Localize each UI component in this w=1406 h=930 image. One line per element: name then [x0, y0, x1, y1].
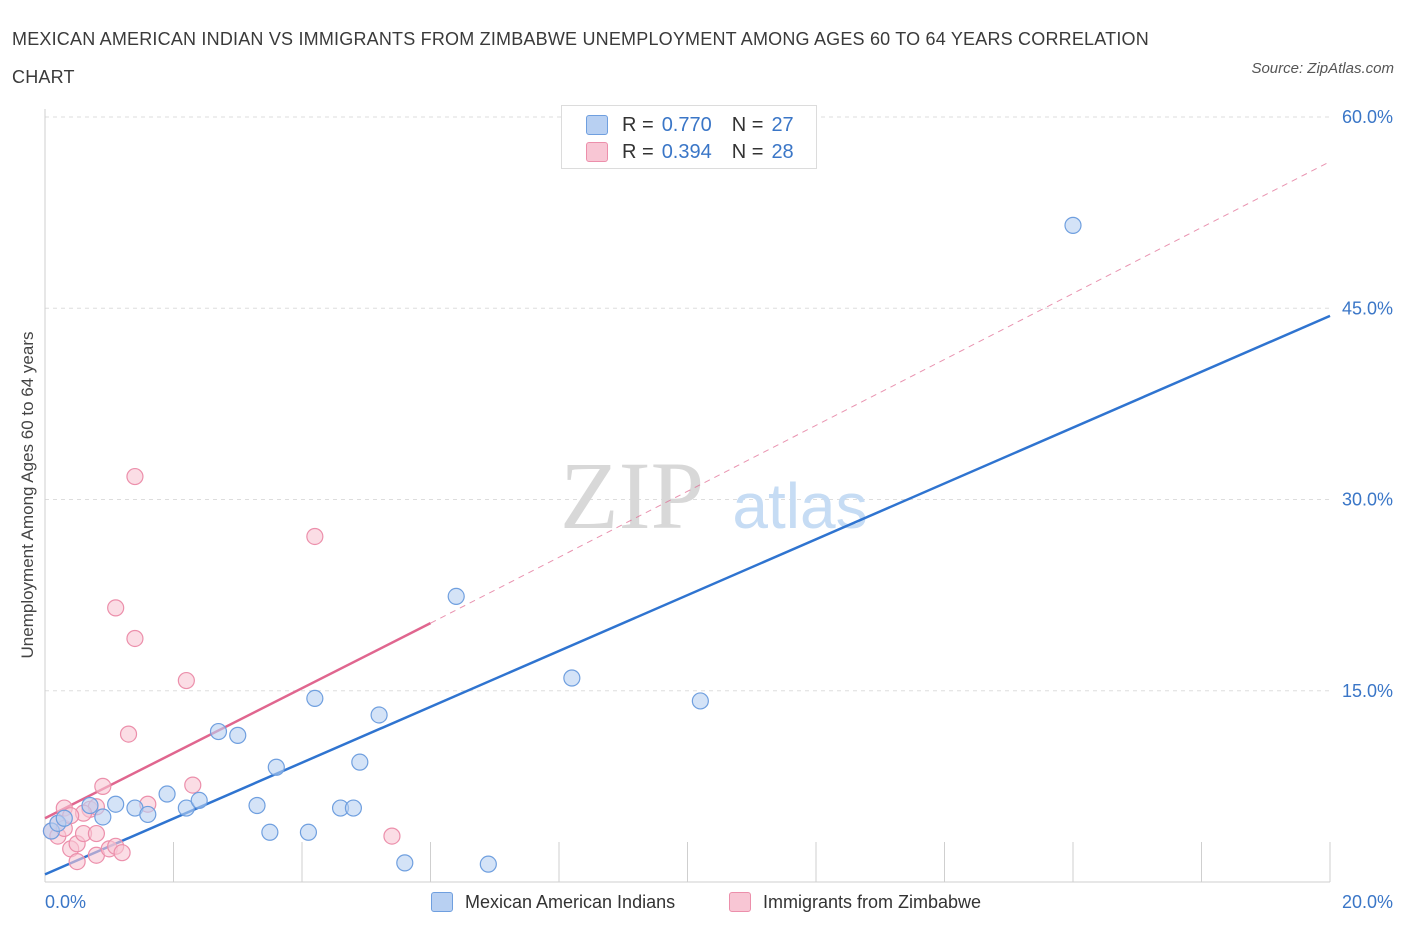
data-point-mexican-american-indian: [563, 669, 581, 687]
legend-item-mexican-american-indians: Mexican American Indians: [431, 890, 675, 914]
pink-swatch: [729, 892, 751, 912]
data-point-mexican-american-indian: [691, 692, 709, 710]
n-value: 27: [771, 113, 794, 136]
data-point-mexican-american-indian: [248, 796, 266, 815]
data-point-mexican-american-indian: [299, 823, 318, 841]
y-tick-label: 30.0%: [1342, 490, 1393, 510]
y-tick-label: 60.0%: [1342, 107, 1393, 127]
data-point-mexican-american-indian: [55, 809, 73, 827]
tick-labels: 15.0% 30.0% 45.0% 60.0% 0.0% 20.0%: [45, 107, 1393, 912]
data-point-mexican-american-indian: [479, 855, 497, 873]
legend-item-immigrants-from-zimbabwe: Immigrants from Zimbabwe: [729, 890, 981, 914]
trend-line-mexican-american-indians: [44, 314, 1331, 876]
data-points: [42, 216, 1082, 873]
y-tick-label: 15.0%: [1342, 681, 1393, 701]
blue-swatch: [431, 892, 453, 912]
n-label: N =: [731, 140, 764, 163]
x-tick-label: 0.0%: [45, 892, 86, 912]
r-label: R =: [622, 113, 654, 136]
n-label: N =: [731, 113, 764, 136]
y-axis-label: Unemployment Among Ages 60 to 64 years: [18, 331, 37, 659]
data-point-zimbabwe: [68, 852, 86, 871]
trend-line-zimbabwe-extended: [430, 161, 1331, 624]
data-point-mexican-american-indian: [190, 791, 208, 810]
data-point-zimbabwe: [113, 844, 131, 862]
data-point-zimbabwe: [184, 776, 202, 794]
data-point-mexican-american-indian: [139, 805, 157, 824]
data-point-mexican-american-indian: [351, 753, 369, 771]
n-value: 28: [771, 140, 794, 163]
r-value: 0.394: [661, 140, 712, 163]
data-point-mexican-american-indian: [158, 785, 176, 803]
data-point-mexican-american-indian: [81, 796, 99, 815]
legend-label: Immigrants from Zimbabwe: [763, 891, 982, 912]
data-point-zimbabwe: [119, 725, 138, 743]
data-point-mexican-american-indian: [94, 808, 112, 826]
data-point-mexican-american-indian: [447, 587, 465, 606]
data-point-mexican-american-indian: [209, 722, 228, 741]
data-point-mexican-american-indian: [267, 758, 285, 776]
data-point-zimbabwe: [177, 671, 195, 690]
legend-label: Mexican American Indians: [465, 891, 676, 912]
data-point-mexican-american-indian: [396, 854, 414, 872]
legend-row-blue: R = 0.770 N = 27: [586, 113, 794, 137]
data-point-zimbabwe: [94, 777, 112, 795]
r-value: 0.770: [661, 113, 712, 136]
data-point-zimbabwe: [306, 527, 324, 546]
y-tick-label: 45.0%: [1342, 298, 1393, 318]
pink-swatch: [586, 142, 608, 162]
data-point-mexican-american-indian: [107, 795, 125, 813]
data-point-mexican-american-indian: [306, 689, 324, 708]
chart-title: MEXICAN AMERICAN INDIAN VS IMMIGRANTS FR…: [12, 29, 1149, 87]
watermark-zip: ZIP: [560, 442, 704, 549]
data-point-mexican-american-indian: [370, 706, 388, 724]
source-label: Source: ZipAtlas.com: [1251, 60, 1394, 77]
grid-layer: [45, 116, 1330, 692]
data-point-mexican-american-indian: [1064, 216, 1082, 234]
axes-layer: [44, 109, 1331, 883]
data-point-zimbabwe: [126, 467, 144, 486]
data-point-mexican-american-indian: [344, 799, 362, 817]
legend-row-pink: R = 0.394 N = 28: [586, 140, 794, 164]
data-point-zimbabwe: [87, 824, 106, 843]
watermark: ZIP atlas: [560, 442, 868, 549]
x-tick-label: 20.0%: [1342, 892, 1393, 912]
r-label: R =: [622, 140, 654, 163]
data-point-zimbabwe: [383, 827, 401, 845]
data-point-zimbabwe: [107, 599, 125, 617]
data-point-mexican-american-indian: [177, 799, 195, 817]
correlation-legend: R = 0.770 N = 27 R = 0.394 N = 28: [561, 105, 817, 169]
data-point-mexican-american-indian: [229, 726, 247, 744]
blue-swatch: [586, 115, 608, 135]
data-point-mexican-american-indian: [261, 823, 279, 841]
watermark-atlas: atlas: [732, 470, 867, 542]
data-point-zimbabwe: [126, 629, 144, 648]
